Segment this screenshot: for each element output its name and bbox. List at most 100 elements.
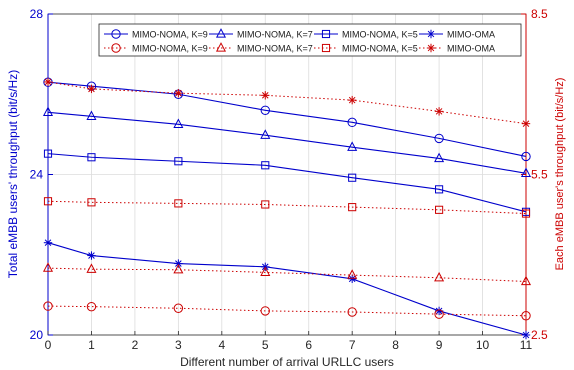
data-point — [521, 119, 531, 128]
legend-item: MIMO-NOMA, K=5 — [314, 30, 418, 40]
data-point — [260, 306, 270, 316]
data-point — [348, 203, 357, 212]
legend-item: MIMO-NOMA, K=9 — [104, 29, 208, 40]
x-tick-label: 2 — [132, 338, 139, 352]
legend-label: MIMO-NOMA, K=5 — [342, 44, 418, 54]
data-point — [435, 205, 444, 214]
data-point — [434, 309, 444, 319]
series-right-mimo-noma-k-7 — [42, 262, 532, 286]
data-point — [348, 173, 357, 182]
data-point — [434, 133, 444, 144]
x-tick-layer: 0 1 2 3 4 5 6 7 8 9 10 11 — [45, 331, 533, 352]
data-point — [86, 110, 97, 120]
series-layer — [42, 77, 532, 340]
x-tick-label: 7 — [349, 338, 356, 352]
legend-item: MIMO-OMA — [419, 30, 495, 40]
data-point — [86, 263, 97, 273]
series-right-mimo-oma — [43, 77, 531, 128]
data-point — [173, 263, 184, 274]
legend-label: MIMO-NOMA, K=5 — [342, 30, 418, 40]
data-point — [347, 95, 357, 105]
data-point — [434, 152, 445, 163]
data-point — [520, 167, 532, 177]
legend-item: MIMO-NOMA, K=9 — [104, 43, 208, 54]
data-point — [87, 251, 96, 260]
series-right-mimo-noma-k-5 — [43, 197, 531, 218]
data-point — [87, 198, 96, 207]
legend-label: MIMO-OMA — [447, 44, 495, 54]
data-point — [43, 149, 53, 158]
legend-item: MIMO-NOMA, K=5 — [314, 44, 418, 54]
right-y-tick-label: 8.5 — [531, 7, 548, 21]
left-y-axis-label: Total eMBB users' throughput (bit/s/Hz) — [6, 70, 20, 278]
series-line — [47, 153, 527, 213]
series-line — [47, 200, 527, 215]
series-right-mimo-noma-k-9 — [43, 301, 531, 321]
legend-swatch-marker — [426, 43, 436, 53]
legend-item: MIMO-NOMA, K=7 — [209, 28, 313, 40]
series-line — [47, 305, 527, 317]
data-point — [261, 91, 270, 100]
legend-label: MIMO-NOMA, K=7 — [237, 30, 313, 40]
data-point — [173, 303, 184, 313]
data-point — [521, 311, 531, 321]
data-point — [260, 129, 271, 139]
data-point — [173, 118, 184, 128]
series-left-mimo-noma-k-5 — [43, 149, 531, 216]
data-point — [174, 199, 183, 208]
legend: MIMO-NOMA, K=9 MIMO-NOMA, K=7 MIMO-NOMA, K… — [98, 23, 522, 57]
data-point — [42, 106, 54, 116]
grid-layer — [48, 14, 526, 335]
x-tick-label: 8 — [392, 338, 399, 352]
x-tick-label: 1 — [88, 338, 95, 352]
data-point — [87, 84, 96, 94]
right-y-tick-layer: 2.5 5.5 8.5 — [521, 7, 548, 342]
data-point — [434, 271, 445, 282]
data-point — [435, 185, 444, 194]
left-y-tick-label: 28 — [30, 7, 44, 21]
x-tick-label: 6 — [305, 338, 312, 352]
data-point — [43, 77, 53, 87]
x-tick-label: 11 — [520, 338, 533, 352]
data-point — [87, 153, 96, 162]
data-point — [174, 259, 183, 268]
data-point — [347, 274, 357, 284]
data-point — [260, 105, 270, 116]
legend-swatch-marker — [111, 43, 121, 53]
data-point — [521, 151, 531, 162]
x-tick-label: 0 — [45, 338, 52, 352]
x-tick-label: 10 — [476, 338, 490, 352]
legend-swatch-marker — [426, 29, 436, 39]
series-line — [47, 267, 527, 282]
data-point — [260, 266, 271, 277]
data-point — [347, 269, 358, 279]
series-left-mimo-oma — [43, 238, 531, 340]
legend-swatch-marker — [321, 43, 331, 53]
data-point — [261, 200, 270, 209]
x-tick-label: 9 — [436, 338, 443, 352]
legend-box — [98, 23, 522, 57]
data-point — [174, 157, 183, 166]
right-y-axis-label: Each eMBB user's throughput (bit/s/Hz) — [554, 78, 566, 271]
data-point — [347, 307, 357, 317]
data-point — [347, 117, 357, 128]
legend-swatch-marker — [215, 28, 227, 38]
legend-label: MIMO-NOMA, K=9 — [132, 44, 208, 54]
right-y-tick-label: 2.5 — [531, 328, 548, 342]
legend-item: MIMO-OMA — [419, 44, 495, 54]
data-point — [434, 107, 444, 116]
legend-item: MIMO-NOMA, K=7 — [209, 42, 313, 54]
x-tick-label: 4 — [218, 338, 225, 352]
data-point — [521, 209, 531, 218]
data-point — [42, 262, 54, 272]
data-point — [520, 275, 532, 286]
data-point — [174, 88, 183, 98]
left-y-tick-label: 24 — [30, 168, 44, 182]
data-point — [347, 141, 358, 151]
left-y-tick-label: 20 — [30, 328, 44, 342]
series-left-mimo-noma-k-7 — [42, 106, 532, 177]
series-line — [47, 111, 527, 174]
data-point — [43, 238, 53, 247]
legend-label: MIMO-OMA — [447, 30, 495, 40]
